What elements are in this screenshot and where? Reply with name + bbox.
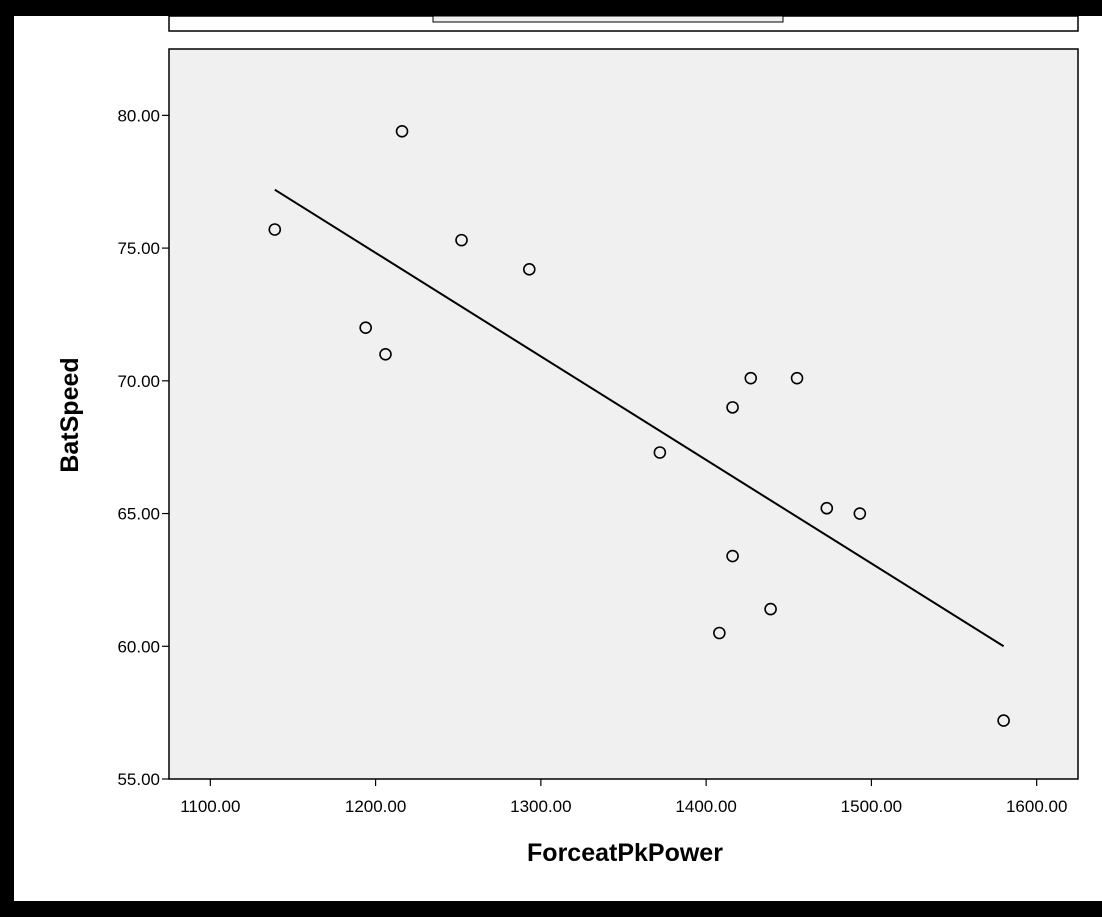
axis-ticks: 1100.00 1200.00 1300.00 1400.00 1500.00 1600.…	[117, 106, 1067, 816]
data-point	[395, 124, 409, 138]
data-point	[653, 446, 667, 459]
data-point	[820, 501, 834, 515]
x-tick-label: 1600.00	[1006, 797, 1067, 816]
data-point	[522, 263, 536, 276]
data-point	[726, 401, 739, 414]
y-tick-label: 65.00	[117, 505, 160, 524]
x-tick-label: 1500.00	[841, 797, 902, 816]
data-point	[379, 347, 392, 361]
y-axis-label: BatSpeed	[56, 357, 84, 472]
data-point	[268, 223, 282, 236]
legend-inner-remnant	[432, 15, 784, 23]
data-point	[455, 233, 468, 247]
data-marks	[268, 124, 1010, 727]
data-point	[790, 371, 804, 385]
y-tick-label: 55.00	[117, 770, 160, 789]
x-tick-label: 1100.00	[180, 797, 240, 816]
data-point	[744, 371, 758, 385]
plot-area	[168, 48, 1079, 780]
fit-line	[274, 188, 1005, 648]
y-tick-label: 70.00	[117, 372, 160, 391]
y-tick-label: 80.00	[117, 106, 160, 125]
data-point	[359, 321, 372, 335]
y-tick-label: 60.00	[117, 637, 160, 656]
data-point	[853, 507, 867, 520]
x-axis-label: ForceatPkPower	[527, 839, 723, 867]
data-point	[997, 714, 1010, 727]
x-tick-label: 1300.00	[510, 797, 571, 816]
x-tick-label: 1200.00	[345, 797, 406, 816]
data-point	[764, 602, 777, 616]
plot-background	[168, 48, 1079, 780]
data-point	[726, 549, 739, 563]
data-point	[713, 626, 726, 640]
x-tick-label: 1400.00	[675, 797, 736, 816]
y-tick-label: 75.00	[117, 239, 160, 258]
